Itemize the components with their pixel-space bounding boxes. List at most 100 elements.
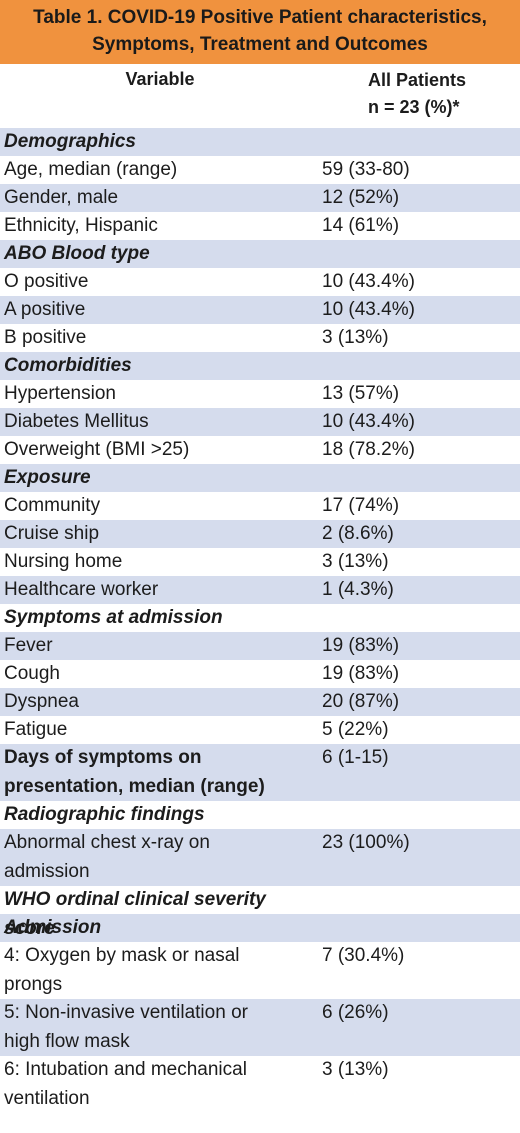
- row-variable: 4: Oxygen by mask or nasal prongs: [0, 942, 318, 999]
- table-row: Age, median (range) 59 (33-80): [0, 156, 520, 184]
- section-row-comorbidities: Comorbidities: [0, 352, 520, 380]
- section-row-symptoms-at-admission: Symptoms at admission: [0, 604, 520, 632]
- row-variable: ABO Blood type: [4, 243, 150, 264]
- row-value: 3 (13%): [322, 327, 389, 348]
- row-value: 10 (43.4%): [322, 299, 415, 320]
- table-row: Diabetes Mellitus 10 (43.4%): [0, 408, 520, 436]
- table-row: Cruise ship 2 (8.6%): [0, 520, 520, 548]
- table-row: Nursing home 3 (13%): [0, 548, 520, 576]
- row-value: 7 (30.4%): [322, 945, 405, 966]
- table-row: Dyspnea 20 (87%): [0, 688, 520, 716]
- row-variable: Hypertension: [4, 383, 116, 404]
- row-variable: 5: Non-invasive ventilation or high flow…: [0, 999, 318, 1056]
- section-row-exposure: Exposure: [0, 464, 520, 492]
- section-row-abo-blood-type: ABO Blood type: [0, 240, 520, 268]
- row-variable: Dyspnea: [4, 691, 79, 712]
- row-value: 19 (83%): [322, 663, 400, 684]
- row-value: 6 (1-15): [322, 747, 389, 768]
- table-header-row: Variable All Patients n = 23 (%)*: [0, 64, 520, 128]
- row-value: [318, 128, 520, 156]
- row-variable: Admission: [4, 917, 102, 938]
- row-value: 3 (13%): [322, 551, 389, 572]
- table-row: Community 17 (74%): [0, 492, 520, 520]
- row-variable-line-2: high flow mask: [4, 1030, 130, 1052]
- row-variable-line-2: prongs: [4, 973, 63, 995]
- row-value: 12 (52%): [322, 187, 400, 208]
- row-variable: WHO ordinal clinical severity score: [4, 889, 266, 939]
- row-value: 13 (57%): [322, 383, 400, 404]
- row-variable-line-1: Days of symptoms on: [4, 747, 202, 768]
- row-variable-line-1: Abnormal chest x-ray on: [4, 832, 210, 853]
- row-variable: Radiographic findings: [4, 804, 205, 825]
- row-variable: Ethnicity, Hispanic: [4, 215, 158, 236]
- row-variable: Symptoms at admission: [4, 607, 223, 628]
- row-value: 10 (43.4%): [322, 271, 415, 292]
- row-variable: Healthcare worker: [4, 579, 159, 600]
- table-row: 4: Oxygen by mask or nasal prongs 7 (30.…: [0, 942, 520, 999]
- row-variable: Gender, male: [4, 187, 119, 208]
- table-row: Gender, male 12 (52%): [0, 184, 520, 212]
- table-row: Cough 19 (83%): [0, 660, 520, 688]
- row-value: 18 (78.2%): [322, 439, 415, 460]
- row-variable: Exposure: [4, 467, 91, 488]
- table-row: Ethnicity, Hispanic 14 (61%): [0, 212, 520, 240]
- table-row: 5: Non-invasive ventilation or high flow…: [0, 999, 520, 1056]
- row-value: 1 (4.3%): [322, 579, 394, 600]
- row-value: [318, 240, 520, 268]
- table-row: O positive 10 (43.4%): [0, 268, 520, 296]
- header-n-count: n = 23 (%)*: [368, 97, 460, 117]
- section-row-who-severity-score: WHO ordinal clinical severity score: [0, 886, 520, 939]
- row-value: [318, 604, 520, 632]
- row-variable: Cough: [4, 663, 60, 684]
- table-row: Days of symptoms on presentation, median…: [0, 744, 520, 801]
- row-variable: 6: Intubation and mechanical ventilation: [0, 1056, 318, 1113]
- row-variable: B positive: [4, 327, 87, 348]
- row-variable: O positive: [4, 271, 89, 292]
- table-row: Fever 19 (83%): [0, 632, 520, 660]
- row-value: 17 (74%): [322, 495, 400, 516]
- table-row: Healthcare worker 1 (4.3%): [0, 576, 520, 604]
- row-value: 19 (83%): [322, 635, 400, 656]
- row-variable: Demographics: [4, 131, 136, 152]
- row-variable: Fever: [4, 635, 53, 656]
- table-row: 6: Intubation and mechanical ventilation…: [0, 1056, 520, 1113]
- row-variable-line-2: admission: [4, 860, 90, 882]
- row-variable: Overweight (BMI >25): [4, 439, 190, 460]
- row-variable: Nursing home: [4, 551, 123, 572]
- row-variable-line-1: 4: Oxygen by mask or nasal: [4, 945, 240, 966]
- row-value: 20 (87%): [322, 691, 400, 712]
- row-value: 5 (22%): [322, 719, 389, 740]
- table-row: Fatigue 5 (22%): [0, 716, 520, 744]
- table-bottom-edge: [0, 1125, 520, 1133]
- row-variable: Fatigue: [4, 719, 68, 740]
- row-variable-line-1: 5: Non-invasive ventilation or: [4, 1002, 248, 1023]
- table-row: Abnormal chest x-ray on admission 23 (10…: [0, 829, 520, 886]
- row-value: 14 (61%): [322, 215, 400, 236]
- row-variable: Cruise ship: [4, 523, 100, 544]
- row-variable-line-2: ventilation: [4, 1087, 90, 1109]
- header-all-patients-label: All Patients: [368, 70, 467, 90]
- row-value: 23 (100%): [322, 832, 410, 853]
- row-variable: Age, median (range): [4, 159, 178, 180]
- row-value: 59 (33-80): [322, 159, 410, 180]
- row-value: [318, 464, 520, 492]
- section-row-demographics: Demographics: [0, 128, 520, 156]
- row-value: [318, 352, 520, 380]
- table-title-line-2: Symptoms, Treatment and Outcomes: [92, 34, 428, 55]
- row-variable: Diabetes Mellitus: [4, 411, 149, 432]
- table-row: Hypertension 13 (57%): [0, 380, 520, 408]
- table-title-line-1: Table 1. COVID-19 Positive Patient chara…: [33, 7, 487, 28]
- row-value: 2 (8.6%): [322, 523, 394, 544]
- table-row: A positive 10 (43.4%): [0, 296, 520, 324]
- header-all-patients: All Patients n = 23 (%)*: [320, 64, 520, 128]
- row-value: 6 (26%): [322, 1002, 389, 1023]
- row-variable: Comorbidities: [4, 355, 132, 376]
- table-row: B positive 3 (13%): [0, 324, 520, 352]
- header-variable: Variable: [125, 69, 195, 89]
- row-variable: Abnormal chest x-ray on admission: [0, 829, 318, 886]
- table-row: Overweight (BMI >25) 18 (78.2%): [0, 436, 520, 464]
- row-variable: A positive: [4, 299, 86, 320]
- table-title: Table 1. COVID-19 Positive Patient chara…: [0, 0, 520, 64]
- section-row-admission: Admission: [0, 914, 520, 942]
